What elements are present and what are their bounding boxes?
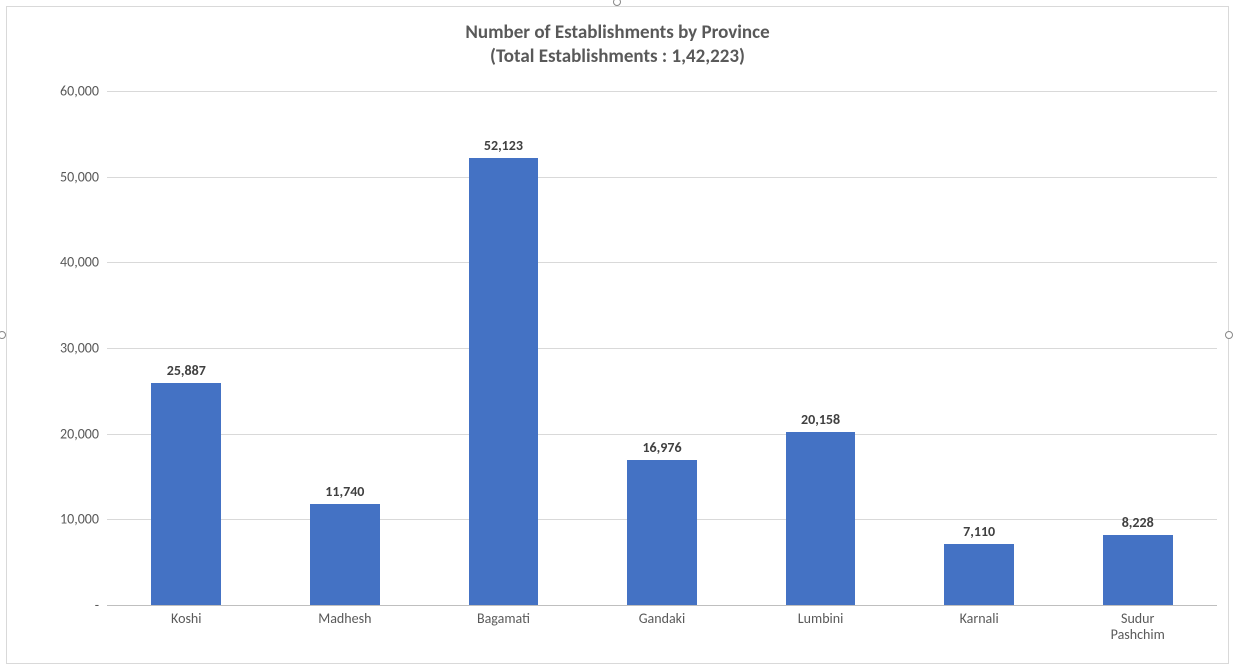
chart-title: Number of Establishments by Province (To…: [7, 21, 1228, 69]
y-tick-label: 50,000: [60, 168, 107, 185]
x-tick-label: SudurPashchim: [1062, 605, 1213, 643]
y-tick-label: -: [95, 597, 107, 614]
bar: [310, 504, 380, 605]
chart-frame: Number of Establishments by Province (To…: [6, 6, 1229, 664]
bar-data-label: 8,228: [1122, 514, 1154, 531]
bar: [469, 158, 539, 605]
y-tick-label: 20,000: [60, 425, 107, 442]
gridline: [107, 434, 1217, 435]
chart-title-line2: (Total Establishments : 1,42,223): [7, 45, 1228, 69]
bar: [1103, 535, 1173, 605]
y-tick-label: 10,000: [60, 511, 107, 528]
bar-data-label: 52,123: [484, 137, 523, 154]
bar-data-label: 20,158: [801, 411, 840, 428]
y-tick-label: 60,000: [60, 83, 107, 100]
bar: [944, 544, 1014, 605]
x-tick-label: Madhesh: [270, 605, 421, 627]
gridline: [107, 177, 1217, 178]
chart-title-line1: Number of Establishments by Province: [7, 21, 1228, 45]
chart-canvas: Number of Establishments by Province (To…: [0, 0, 1236, 670]
bar-data-label: 16,976: [642, 439, 681, 456]
x-tick-label: Bagamati: [428, 605, 579, 627]
bar: [151, 383, 221, 605]
gridline: [107, 348, 1217, 349]
bar-data-label: 11,740: [325, 483, 364, 500]
gridline: [107, 91, 1217, 92]
x-tick-label: Lumbini: [745, 605, 896, 627]
y-tick-label: 30,000: [60, 340, 107, 357]
x-tick-label: Karnali: [904, 605, 1055, 627]
y-tick-label: 40,000: [60, 254, 107, 271]
plot-area: -10,00020,00030,00040,00050,00060,00025,…: [107, 91, 1217, 605]
x-tick-label: Gandaki: [587, 605, 738, 627]
bar-data-label: 7,110: [963, 523, 995, 540]
x-tick-label: Koshi: [111, 605, 262, 627]
gridline: [107, 262, 1217, 263]
bar: [786, 432, 856, 605]
bar-data-label: 25,887: [167, 362, 206, 379]
bar: [627, 460, 697, 605]
selection-handle[interactable]: [1225, 331, 1233, 339]
